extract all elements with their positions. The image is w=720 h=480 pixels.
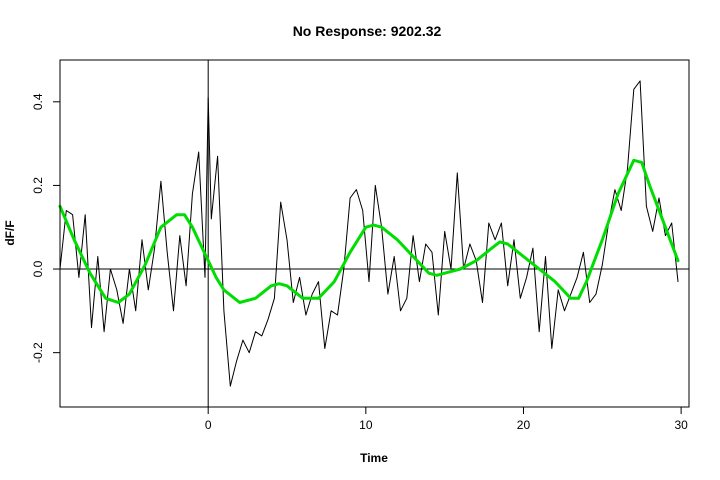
chart-title: No Response: 9202.32 (293, 23, 442, 39)
x-tick-label: 30 (674, 418, 688, 432)
y-tick-label: -0.2 (31, 342, 45, 363)
series-line-smoothed (58, 158, 680, 304)
x-tick-label: 10 (359, 418, 373, 432)
x-axis-label: Time (360, 451, 388, 465)
series-line-raw (59, 80, 679, 387)
y-tick-label: 0.0 (31, 260, 45, 277)
plot-frame (59, 59, 690, 408)
x-tick-label: 0 (205, 418, 212, 432)
y-axis: -0.2 0.0 0.2 0.4 (31, 93, 61, 363)
y-axis-label: dF/F (3, 220, 17, 245)
x-axis: 0 10 20 30 (205, 406, 688, 432)
reference-lines (60, 60, 689, 407)
y-tick-label: 0.4 (31, 93, 45, 110)
y-tick-label: 0.2 (31, 177, 45, 194)
series-layer (58, 80, 680, 387)
x-tick-label: 20 (517, 418, 531, 432)
